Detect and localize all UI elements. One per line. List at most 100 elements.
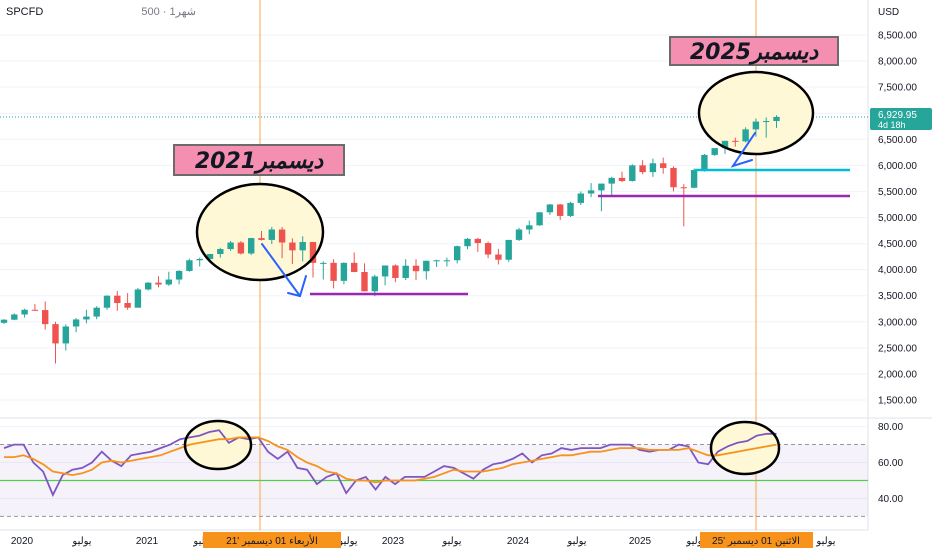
candle-body-up (371, 276, 378, 292)
candle-body-up (577, 193, 584, 203)
candle-body-up (608, 177, 615, 184)
candle-body-up (62, 326, 69, 344)
time-tick-label: 2021 (136, 536, 159, 547)
candle-body-up (72, 319, 80, 327)
candle-body-down (31, 309, 39, 311)
candle-body-up (721, 140, 729, 149)
time-tick-label: يوليو (71, 536, 91, 547)
time-axis-ticks: 2020 يوليو 2021 يوليو يوليو 2023 يوليو 2024 يولي… (11, 536, 836, 547)
candle-body-down (670, 167, 677, 188)
candle-body-down (278, 229, 286, 243)
candle-body-up (103, 295, 111, 308)
price-axis-ticks: 1,500.00 2,000.00 2,500.00 3,000.00 3,500.00… (878, 31, 917, 407)
price-tick-label: 1,500.00 (878, 396, 917, 407)
price-tick-label: 8,000.00 (878, 57, 917, 68)
candle-body-up (340, 262, 348, 281)
candle-body-up (93, 307, 100, 317)
crosshair-date-2021-label: الأربعاء 01 ديسمبر '21 (226, 534, 318, 547)
candle-body-up (227, 242, 234, 250)
candle-body-down (309, 242, 317, 263)
circle-price-2025 (697, 70, 815, 156)
candle-body-up (505, 239, 512, 260)
candle-body-up (515, 229, 523, 240)
callout-dec-2025: ديسمبر2025 (669, 36, 839, 66)
candle-body-up (536, 212, 543, 226)
price-tick-label: 4,500.00 (878, 239, 917, 250)
candle-body-up (134, 289, 142, 308)
arrow-2025 (730, 132, 756, 168)
circle-fill-rsi-2021 (185, 421, 251, 469)
candle-body-up (206, 254, 214, 259)
time-tick-label: يوليو (685, 536, 705, 547)
candle-body-up (186, 260, 193, 271)
candle-body-down (330, 262, 337, 281)
rsi-tick-label: 80.00 (878, 422, 903, 433)
candle-body-down (237, 242, 245, 254)
current-price-label: 6,929.95 (878, 110, 917, 121)
rsi-tick-label: 40.00 (878, 494, 903, 505)
candle-body-down (155, 282, 162, 285)
candle-body-down (42, 310, 49, 325)
time-tick-label: 2024 (507, 536, 530, 547)
price-tick-label: 4,000.00 (878, 265, 917, 276)
crosshair-date-2025-label: الاثنين 01 ديسمبر '25 (712, 536, 800, 547)
callout-dec-2021-text: ديسمبر2021 (195, 149, 324, 174)
candle-body-down (361, 271, 368, 292)
candle-body-down (52, 324, 59, 344)
rsi-axis-ticks: 40.00 60.00 80.00 (878, 422, 903, 505)
candle-body-up (649, 163, 657, 173)
time-tick-label: يوليو (566, 536, 586, 547)
price-tick-label: 3,500.00 (878, 291, 917, 302)
candle-body-up (763, 121, 770, 123)
price-tick-label: 5,500.00 (878, 187, 917, 198)
candle-body-up (320, 262, 327, 264)
time-tick-label: يوليو (337, 536, 357, 547)
price-tick-label: 6,500.00 (878, 135, 917, 146)
price-tick-label: 2,500.00 (878, 343, 917, 354)
candle-body-up (423, 260, 430, 272)
candle-body-down (474, 238, 481, 244)
time-tick-label: 2023 (382, 536, 405, 547)
currency-label: USD (878, 7, 899, 18)
circle-rsi-2025 (709, 420, 781, 476)
crosshair-date-2025: الاثنين 01 ديسمبر '25 (700, 532, 813, 548)
candle-body-up (742, 129, 749, 142)
candle-body-up (145, 282, 152, 290)
candle-body-up (299, 242, 306, 251)
candle-body-up (0, 319, 8, 323)
crosshair-date-2021: الأربعاء 01 ديسمبر '21 (203, 532, 341, 548)
candle-body-down (618, 177, 626, 181)
price-axis-background (868, 0, 932, 550)
price-tick-label: 5,000.00 (878, 213, 917, 224)
circle-fill-price-2021 (197, 184, 323, 280)
candle-body-up (464, 238, 471, 247)
rsi-ma-line (4, 436, 777, 484)
callout-dec-2025-text: ديسمبر2025 (690, 40, 819, 65)
candle-body-up (454, 246, 461, 261)
arrow-down-2021 (261, 243, 307, 298)
candle-body-down (484, 243, 492, 255)
candle-body-up (83, 316, 90, 320)
candle-body-up (598, 183, 605, 191)
current-price-badge: 6,929.95 4d 18h (870, 108, 932, 130)
candle-body-up (701, 154, 708, 171)
candlestick-series (0, 115, 780, 364)
candle-body-down (680, 187, 687, 189)
candle-body-up (433, 260, 440, 262)
candle-body-down (557, 204, 564, 216)
price-tick-label: 3,000.00 (878, 317, 917, 328)
candle-body-up (567, 202, 574, 216)
candle-body-up (443, 260, 451, 262)
candle-body-down (392, 265, 399, 278)
candle-body-up (773, 116, 780, 122)
rsi-series (3, 429, 777, 498)
time-tick-label: 2020 (11, 536, 34, 547)
candle-body-up (196, 258, 203, 261)
candle-body-up (381, 265, 389, 277)
time-tick-label: يوليو (441, 536, 461, 547)
candle-body-up (165, 279, 172, 285)
time-tick-label: يوليو (192, 536, 212, 547)
candle-body-up (11, 314, 18, 320)
candle-body-up (546, 204, 554, 213)
